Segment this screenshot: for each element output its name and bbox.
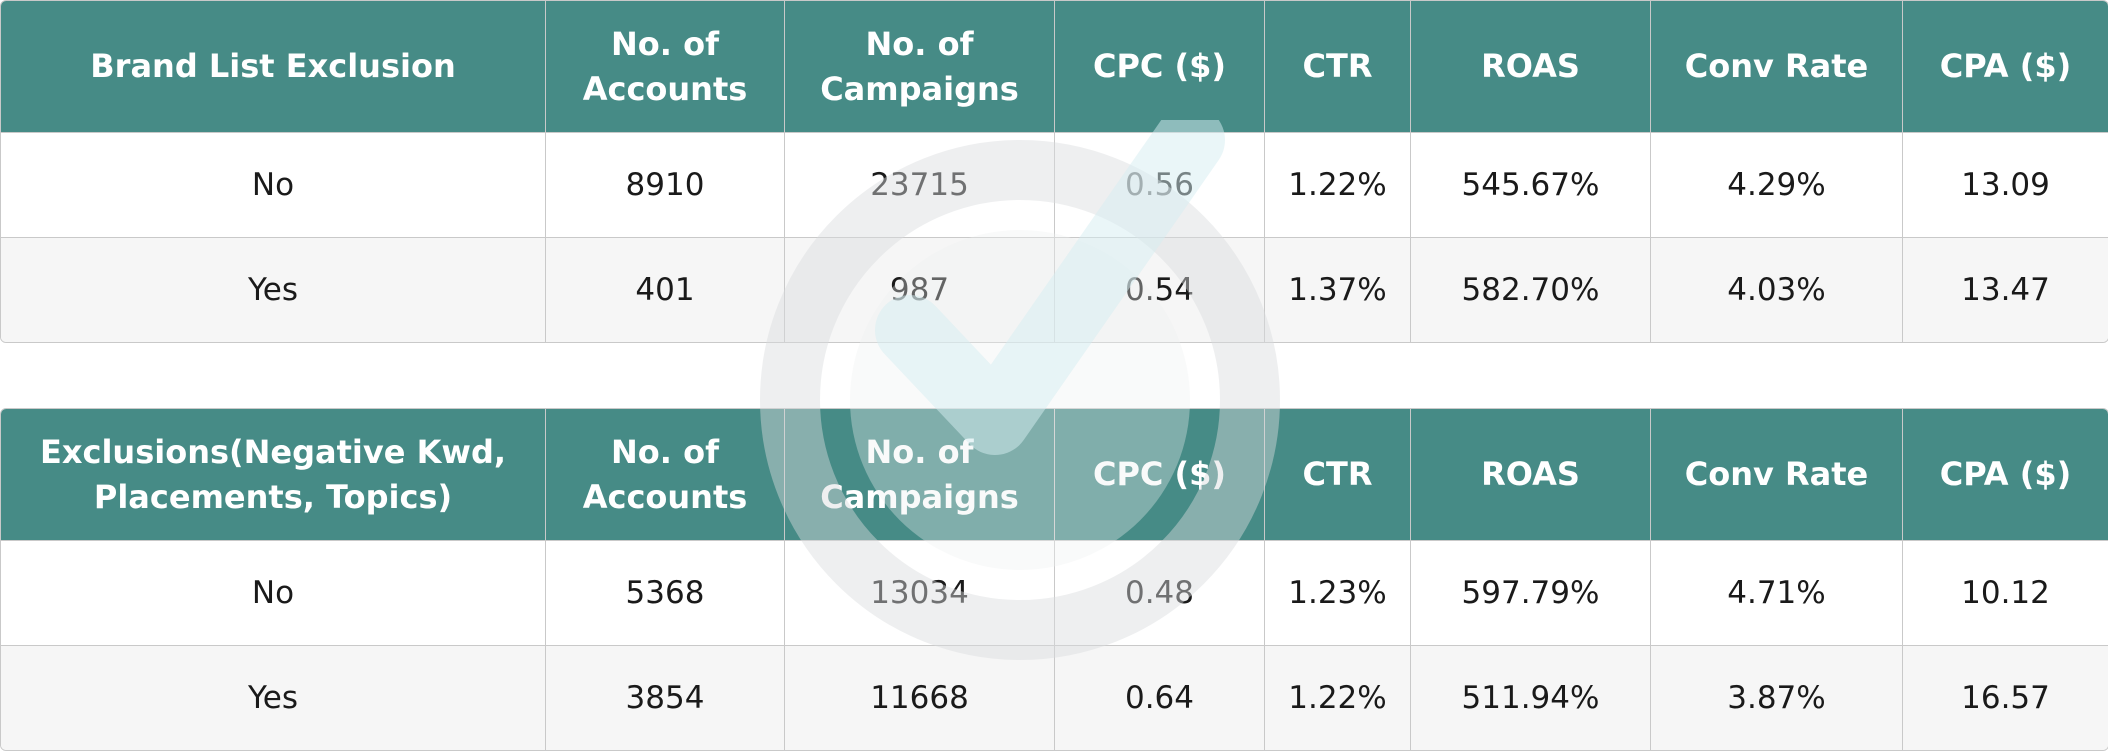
column-header: ROAS <box>1411 409 1651 540</box>
table-cell: 511.94% <box>1411 645 1651 750</box>
table-cell: 4.03% <box>1651 237 1903 342</box>
table-cell: 0.54 <box>1055 237 1265 342</box>
column-header: No. of Accounts <box>546 1 785 132</box>
table-row: No 8910 23715 0.56 1.22% 545.67% 4.29% 1… <box>1 132 2108 237</box>
brand-list-exclusion-table: Brand List Exclusion No. of Accounts No.… <box>0 0 2108 343</box>
table-cell: 13.09 <box>1903 132 2108 237</box>
table-cell: Yes <box>1 237 546 342</box>
table-cell: 5368 <box>546 540 785 645</box>
column-header: Conv Rate <box>1651 409 1903 540</box>
table-cell: 0.64 <box>1055 645 1265 750</box>
table-cell: 8910 <box>546 132 785 237</box>
table-cell: 11668 <box>785 645 1055 750</box>
table-row: No 5368 13034 0.48 1.23% 597.79% 4.71% 1… <box>1 540 2108 645</box>
column-header: Exclusions(Negative Kwd, Placements, Top… <box>1 409 546 540</box>
table-cell: 16.57 <box>1903 645 2108 750</box>
table-header-row: Exclusions(Negative Kwd, Placements, Top… <box>1 409 2108 540</box>
table-cell: 0.56 <box>1055 132 1265 237</box>
table-cell: 987 <box>785 237 1055 342</box>
table-cell: 1.22% <box>1265 132 1411 237</box>
column-header: CPC ($) <box>1055 409 1265 540</box>
table-cell: 3854 <box>546 645 785 750</box>
table-cell: 1.23% <box>1265 540 1411 645</box>
table-cell: 582.70% <box>1411 237 1651 342</box>
table-cell: 10.12 <box>1903 540 2108 645</box>
table-header-row: Brand List Exclusion No. of Accounts No.… <box>1 1 2108 132</box>
column-header: Brand List Exclusion <box>1 1 546 132</box>
column-header: Conv Rate <box>1651 1 1903 132</box>
table-cell: Yes <box>1 645 546 750</box>
table-row: Yes 401 987 0.54 1.37% 582.70% 4.03% 13.… <box>1 237 2108 342</box>
table-cell: 545.67% <box>1411 132 1651 237</box>
table-cell: No <box>1 132 546 237</box>
table-cell: 3.87% <box>1651 645 1903 750</box>
table-cell: 1.22% <box>1265 645 1411 750</box>
table-cell: 597.79% <box>1411 540 1651 645</box>
column-header: CPA ($) <box>1903 1 2108 132</box>
column-header: CPA ($) <box>1903 409 2108 540</box>
table-cell: 401 <box>546 237 785 342</box>
table-cell: 13034 <box>785 540 1055 645</box>
column-header: ROAS <box>1411 1 1651 132</box>
column-header: No. of Campaigns <box>785 1 1055 132</box>
table-cell: 13.47 <box>1903 237 2108 342</box>
column-header: No. of Campaigns <box>785 409 1055 540</box>
table-cell: 4.71% <box>1651 540 1903 645</box>
column-header: CPC ($) <box>1055 1 1265 132</box>
table-cell: 4.29% <box>1651 132 1903 237</box>
table-cell: 1.37% <box>1265 237 1411 342</box>
column-header: CTR <box>1265 409 1411 540</box>
table-cell: 23715 <box>785 132 1055 237</box>
column-header: No. of Accounts <box>546 409 785 540</box>
exclusions-table: Exclusions(Negative Kwd, Placements, Top… <box>0 408 2108 751</box>
table-cell: 0.48 <box>1055 540 1265 645</box>
column-header: CTR <box>1265 1 1411 132</box>
table-row: Yes 3854 11668 0.64 1.22% 511.94% 3.87% … <box>1 645 2108 750</box>
table-cell: No <box>1 540 546 645</box>
